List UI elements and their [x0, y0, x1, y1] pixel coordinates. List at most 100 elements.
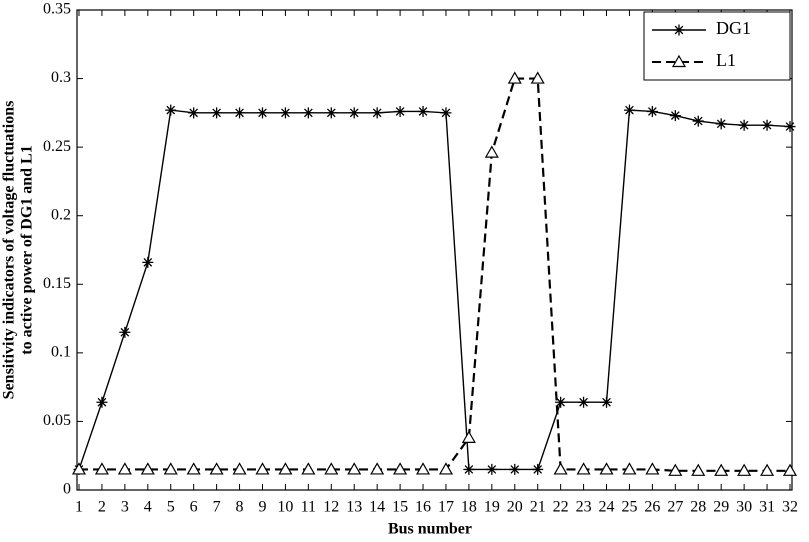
marker-triangle: [553, 462, 568, 475]
y-tick-label: 0.2: [51, 206, 71, 223]
y-tick-label: 0: [63, 481, 71, 498]
marker-star: [738, 119, 750, 131]
marker-triangle: [163, 462, 178, 475]
marker-triangle: [186, 462, 201, 475]
x-tick-label: 10: [277, 499, 293, 516]
x-tick-label: 5: [167, 499, 175, 516]
marker-triangle: [691, 463, 706, 476]
x-tick-label: 30: [736, 499, 752, 516]
marker-triangle: [507, 71, 522, 84]
y-axis-label: Sensitivity indicators of voltage fluctu…: [1, 101, 18, 400]
marker-triangle: [278, 462, 293, 475]
marker-star: [256, 107, 268, 119]
y-tick-label: 0.1: [51, 344, 71, 361]
marker-triangle: [347, 462, 362, 475]
marker-triangle: [370, 462, 385, 475]
x-tick-label: 8: [236, 499, 244, 516]
marker-star: [119, 326, 131, 338]
x-tick-label: 20: [507, 499, 523, 516]
y-tick-label: 0.15: [43, 275, 71, 292]
marker-triangle: [782, 463, 798, 476]
marker-triangle: [576, 462, 591, 475]
marker-triangle: [324, 462, 339, 475]
marker-triangle: [645, 462, 660, 475]
x-tick-label: 29: [713, 499, 729, 516]
marker-star: [646, 105, 658, 117]
x-tick-label: 23: [576, 499, 592, 516]
marker-triangle: [71, 462, 87, 475]
y-tick-label: 0.35: [43, 1, 71, 18]
marker-triangle: [393, 462, 408, 475]
marker-triangle: [140, 462, 155, 475]
series-line: [78, 109, 791, 471]
y-tick-label: 0.25: [43, 138, 71, 155]
marker-triangle: [209, 462, 224, 475]
marker-star: [555, 396, 567, 408]
x-tick-label: 6: [190, 499, 198, 516]
x-tick-label: 21: [530, 499, 546, 516]
marker-triangle: [760, 463, 775, 476]
x-tick-label: 24: [599, 499, 615, 516]
legend-box: [643, 11, 791, 81]
marker-star: [463, 463, 475, 475]
x-tick-label: 31: [759, 499, 775, 516]
marker-star: [165, 104, 177, 116]
marker-triangle: [668, 463, 683, 476]
marker-star: [371, 107, 383, 119]
marker-star: [601, 396, 613, 408]
marker-triangle: [484, 145, 499, 158]
marker-star: [715, 118, 727, 130]
plot-frame: [76, 9, 793, 491]
marker-star: [486, 463, 498, 475]
marker-star: [440, 107, 452, 119]
marker-triangle: [461, 430, 476, 443]
marker-star: [96, 396, 108, 408]
marker-triangle: [622, 462, 637, 475]
marker-star: [234, 107, 246, 119]
x-tick-label: 32: [782, 499, 798, 516]
marker-triangle: [438, 462, 454, 475]
x-tick-label: 27: [667, 499, 683, 516]
x-tick-label: 22: [553, 499, 569, 516]
marker-triangle: [737, 463, 752, 476]
marker-star: [417, 105, 429, 117]
marker-star: [692, 115, 704, 127]
marker-star: [784, 121, 796, 133]
marker-star: [578, 396, 590, 408]
marker-star: [669, 110, 681, 122]
marker-triangle: [301, 462, 316, 475]
marker-star: [211, 107, 223, 119]
marker-star: [761, 119, 773, 131]
x-tick-label: 16: [415, 499, 431, 516]
x-tick-label: 13: [346, 499, 362, 516]
marker-star: [302, 107, 314, 119]
marker-star: [325, 107, 337, 119]
x-tick-label: 1: [75, 499, 83, 516]
x-tick-label: 9: [258, 499, 266, 516]
x-tick-label: 28: [690, 499, 706, 516]
marker-star: [279, 107, 291, 119]
marker-triangle: [94, 462, 109, 475]
x-axis-label: Bus number: [388, 521, 472, 538]
y-tick-label: 0.05: [43, 412, 71, 429]
x-tick-label: 12: [323, 499, 339, 516]
marker-triangle: [232, 462, 247, 475]
x-tick-label: 7: [213, 499, 221, 516]
marker-star: [532, 463, 544, 475]
x-tick-label: 26: [644, 499, 660, 516]
series-line: [79, 77, 790, 472]
marker-star: [188, 107, 200, 119]
legend-label: DG1: [716, 18, 751, 38]
x-tick-label: 14: [369, 499, 385, 516]
marker-triangle: [671, 54, 687, 68]
y-tick-label: 0.3: [51, 69, 71, 86]
marker-triangle: [530, 71, 545, 84]
x-tick-label: 18: [461, 499, 477, 516]
legend-label: L1: [716, 50, 736, 70]
marker-triangle: [415, 462, 431, 475]
x-tick-label: 3: [121, 499, 129, 516]
x-tick-label: 2: [98, 499, 106, 516]
x-tick-label: 25: [621, 499, 637, 516]
marker-star: [348, 107, 360, 119]
